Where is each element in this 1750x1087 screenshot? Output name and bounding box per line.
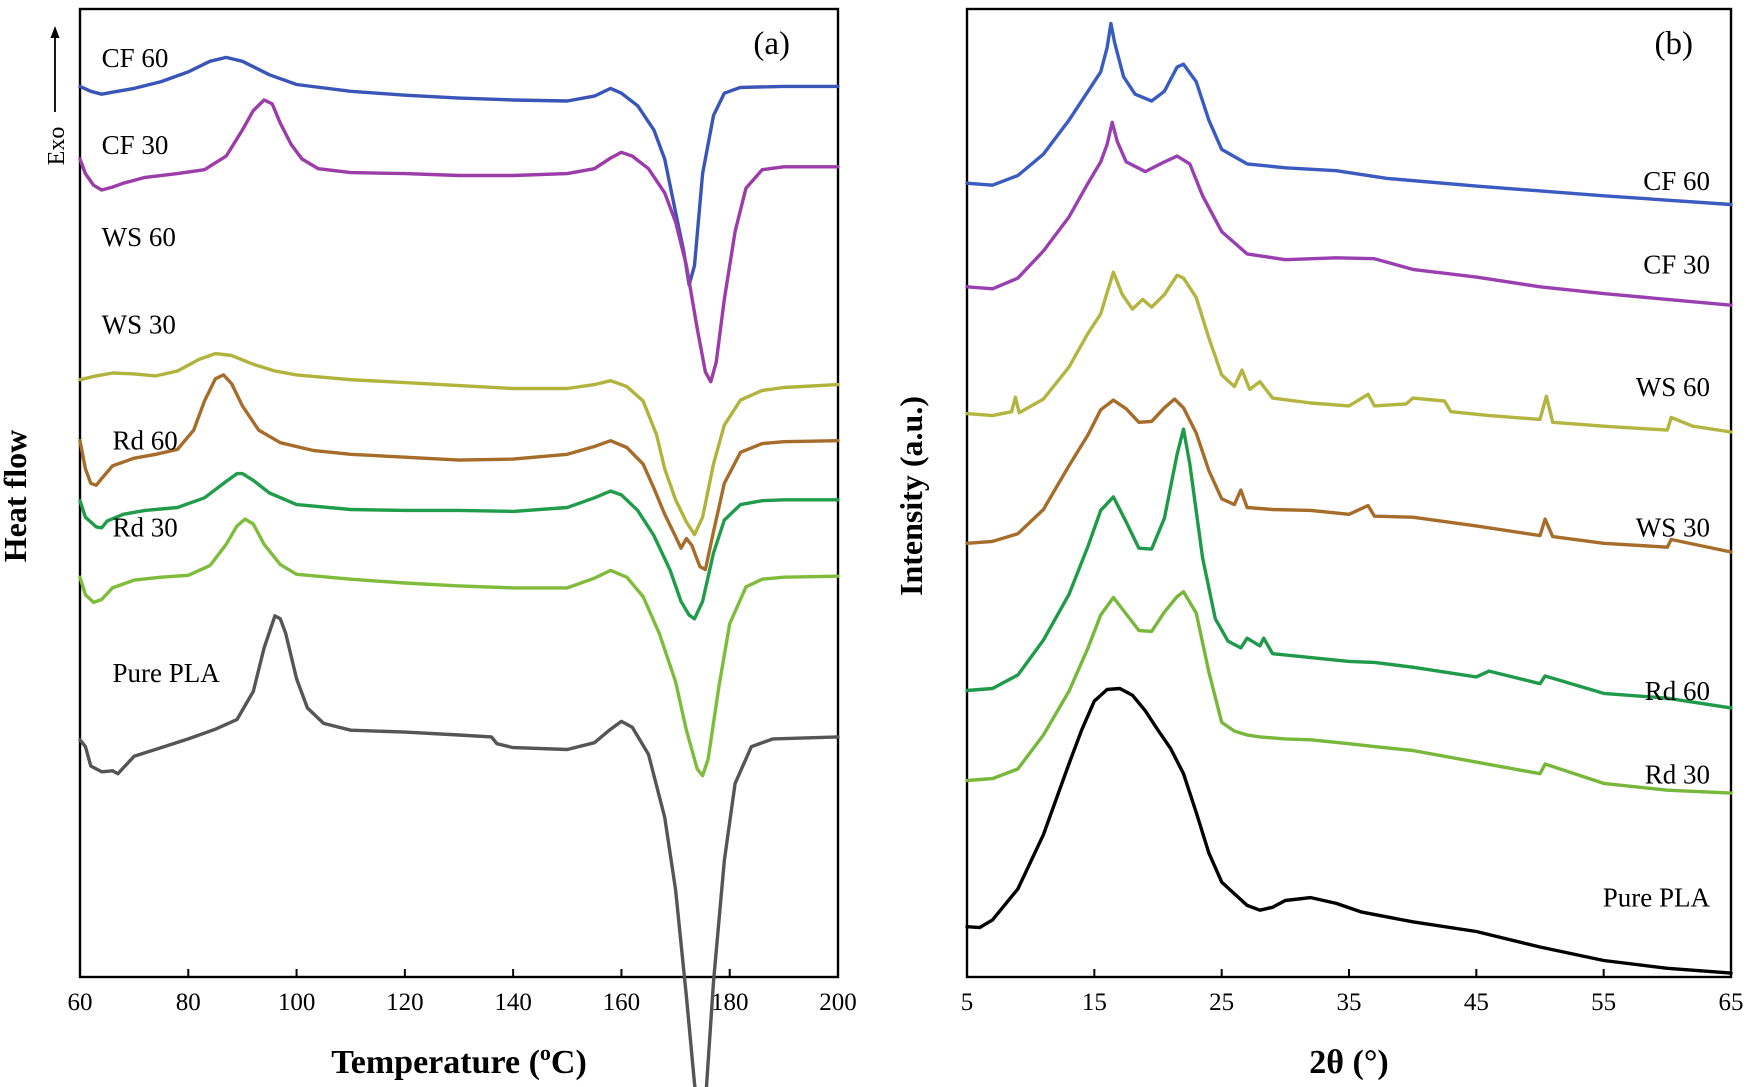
x-tick-label: 25 — [1209, 989, 1234, 1016]
panel-b-series — [965, 21, 1733, 975]
exo-arrow-icon — [50, 26, 60, 38]
x-tick-label: 140 — [494, 989, 532, 1016]
x-tick-label: 65 — [1719, 989, 1744, 1016]
panel-b-x-ticks: 5 15 25 35 45 55 65 — [961, 969, 1744, 1016]
series-line-rd-60 — [78, 471, 840, 621]
series-label-rd-30: Rd 30 — [112, 513, 177, 543]
series-line-cf-30 — [78, 98, 840, 384]
series-line-ws-60 — [965, 270, 1733, 434]
panel-a-label: (a) — [753, 26, 790, 62]
x-tick-label: 180 — [711, 989, 749, 1016]
panel-b-xrd-chart: 5 15 25 35 45 55 65 CF 60 CF 30 WS 60 WS 30 Rd 60 R… — [893, 7, 1744, 1081]
x-tick-label: 15 — [1082, 989, 1107, 1016]
x-tick-label: 120 — [386, 989, 424, 1016]
panel-b-y-axis-title: Intensity (a.u.) — [893, 396, 929, 596]
x-tick-label: 45 — [1464, 989, 1489, 1016]
series-label-pure-pla: Pure PLA — [1603, 882, 1711, 912]
series-label-ws-60: WS 60 — [1636, 372, 1710, 402]
series-label-ws-30: WS 30 — [1636, 513, 1710, 543]
x-tick-label: 80 — [176, 989, 201, 1016]
x-tick-label: 160 — [603, 989, 641, 1016]
panel-a-y-axis-title: Heat flow — [0, 430, 33, 562]
x-tick-label: 60 — [68, 989, 93, 1016]
x-tick-label: 35 — [1337, 989, 1362, 1016]
x-tick-label: 200 — [819, 989, 857, 1016]
series-line-rd-30 — [78, 517, 840, 778]
series-line-ws-60 — [78, 351, 840, 537]
series-label-cf-30: CF 30 — [102, 130, 169, 160]
series-label-ws-30: WS 30 — [102, 309, 176, 339]
x-tick-label: 55 — [1591, 989, 1616, 1016]
series-line-rd-60 — [965, 427, 1733, 710]
series-line-ws-30 — [965, 397, 1733, 554]
series-label-rd-30: Rd 30 — [1645, 759, 1710, 789]
x-tick-label: 100 — [278, 989, 316, 1016]
panel-a-series — [78, 55, 840, 1087]
panel-a-dsc-chart: 60 80 100 120 140 160 180 200 CF 60 CF 30 WS 60 WS… — [0, 7, 857, 1087]
series-line-pure-pla — [965, 686, 1733, 975]
series-line-cf-60 — [78, 55, 840, 287]
panel-a-x-ticks: 60 80 100 120 140 160 180 200 — [68, 969, 857, 1016]
series-label-cf-60: CF 60 — [102, 43, 169, 73]
series-line-ws-30 — [78, 373, 840, 572]
series-line-cf-60 — [965, 21, 1733, 207]
series-label-cf-30: CF 30 — [1643, 249, 1710, 279]
series-label-cf-60: CF 60 — [1643, 166, 1710, 196]
panel-b-curve-labels: CF 60 CF 30 WS 60 WS 30 Rd 60 Rd 30 Pure PLA — [1603, 166, 1711, 912]
series-label-ws-60: WS 60 — [102, 222, 176, 252]
panel-b-x-axis-title: 2θ (°) — [1309, 1044, 1389, 1081]
exo-label: Exo — [44, 127, 70, 166]
series-line-rd-30 — [965, 590, 1733, 795]
series-label-rd-60: Rd 60 — [112, 425, 177, 455]
panel-a-curve-labels: CF 60 CF 30 WS 60 WS 30 Rd 60 Rd 30 Pure PLA — [102, 43, 221, 688]
series-line-pure-pla — [78, 614, 840, 1087]
panel-a-x-axis-title: Temperature (oC) — [331, 1040, 587, 1081]
x-tick-label: 5 — [961, 989, 974, 1016]
panel-a-plot-frame — [78, 7, 840, 979]
series-line-cf-30 — [965, 120, 1733, 307]
panel-b-plot-frame — [965, 7, 1733, 979]
series-label-pure-pla: Pure PLA — [112, 658, 220, 688]
panel-b-label: (b) — [1655, 26, 1693, 62]
series-label-rd-60: Rd 60 — [1645, 676, 1710, 706]
